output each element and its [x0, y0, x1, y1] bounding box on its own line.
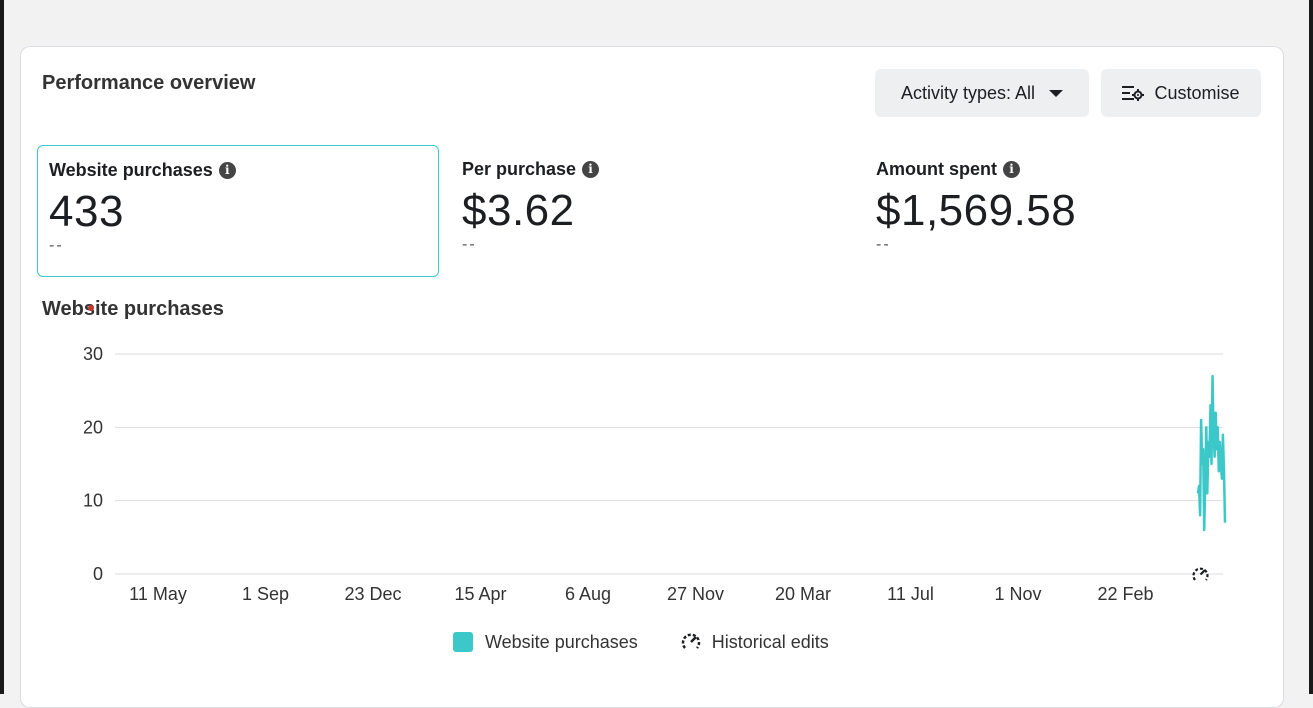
legend-swatch: [453, 632, 473, 652]
historical-edits-icon: [680, 631, 702, 653]
y-tick-label: 10: [83, 491, 103, 511]
x-tick-label: 27 Nov: [667, 584, 724, 604]
series-line-website-purchases[interactable]: [1196, 374, 1227, 532]
y-tick-label: 30: [83, 344, 103, 364]
activity-types-label: Activity types: All: [900, 82, 1036, 103]
window-frame-left: [0, 0, 4, 694]
chart-legend: Website purchases Historical edits: [453, 631, 871, 653]
cursor-dot: [88, 305, 94, 311]
legend-label: Historical edits: [711, 631, 829, 652]
info-icon[interactable]: i: [218, 162, 236, 179]
y-tick-label: 20: [83, 417, 103, 437]
metric-amount-spent[interactable]: Amount spent i $1,569.58 --: [865, 145, 1267, 277]
metric-website-purchases[interactable]: Website purchases i 433 --: [37, 145, 439, 277]
info-icon[interactable]: i: [582, 161, 600, 178]
metric-label: Per purchase: [462, 159, 577, 179]
x-tick-label: 1 Nov: [994, 584, 1041, 604]
x-tick-label: 11 Jul: [887, 584, 934, 604]
metric-label-row: Amount spent i: [876, 159, 1256, 180]
legend-label: Website purchases: [485, 631, 638, 652]
metric-label: Website purchases: [49, 160, 213, 180]
metric-per-purchase[interactable]: Per purchase i $3.62 --: [451, 145, 853, 277]
x-tick-label: 1 Sep: [242, 584, 289, 604]
customise-button[interactable]: Customise: [1101, 69, 1261, 117]
metric-value: $3.62: [462, 186, 575, 235]
legend-item-historical-edits[interactable]: Historical edits: [680, 631, 829, 653]
x-tick-label: 20 Mar: [775, 584, 831, 604]
x-tick-label: 22 Feb: [1097, 584, 1153, 604]
metric-label-row: Per purchase i: [462, 159, 842, 180]
x-tick-label: 11 May: [129, 584, 187, 604]
info-icon[interactable]: i: [1003, 161, 1020, 178]
metric-compare: --: [462, 236, 477, 253]
website-purchases-chart[interactable]: 0 10 20 30 11 May 1 Sep 23 Dec 15 Apr 6 Aug 27 No…: [21, 47, 1283, 627]
metric-compare: --: [876, 236, 891, 253]
metric-value: $1,569.58: [876, 186, 1077, 235]
window-frame-right: [1309, 0, 1313, 694]
metric-value: 433: [49, 187, 124, 236]
activity-types-dropdown[interactable]: Activity types: All: [875, 69, 1089, 117]
metric-label: Amount spent: [876, 159, 997, 179]
performance-overview-card: Performance overview Activity types: All…: [20, 46, 1284, 708]
y-tick-label: 0: [93, 564, 103, 584]
legend-item-website-purchases[interactable]: Website purchases: [453, 632, 638, 653]
page-title: Performance overview: [42, 72, 256, 94]
customise-label: Customise: [1154, 82, 1240, 103]
x-tick-label: 15 Apr: [454, 584, 506, 604]
metric-label-row: Website purchases i: [49, 160, 427, 181]
x-tick-label: 23 Dec: [344, 584, 401, 604]
metric-compare: --: [49, 237, 64, 254]
historical-edit-marker-icon[interactable]: [1192, 567, 1209, 581]
caret-down-icon: [1049, 89, 1064, 97]
x-tick-label: 6 Aug: [565, 584, 611, 604]
chart-title: Website purchases: [42, 298, 224, 320]
customise-settings-icon: [1122, 84, 1145, 102]
